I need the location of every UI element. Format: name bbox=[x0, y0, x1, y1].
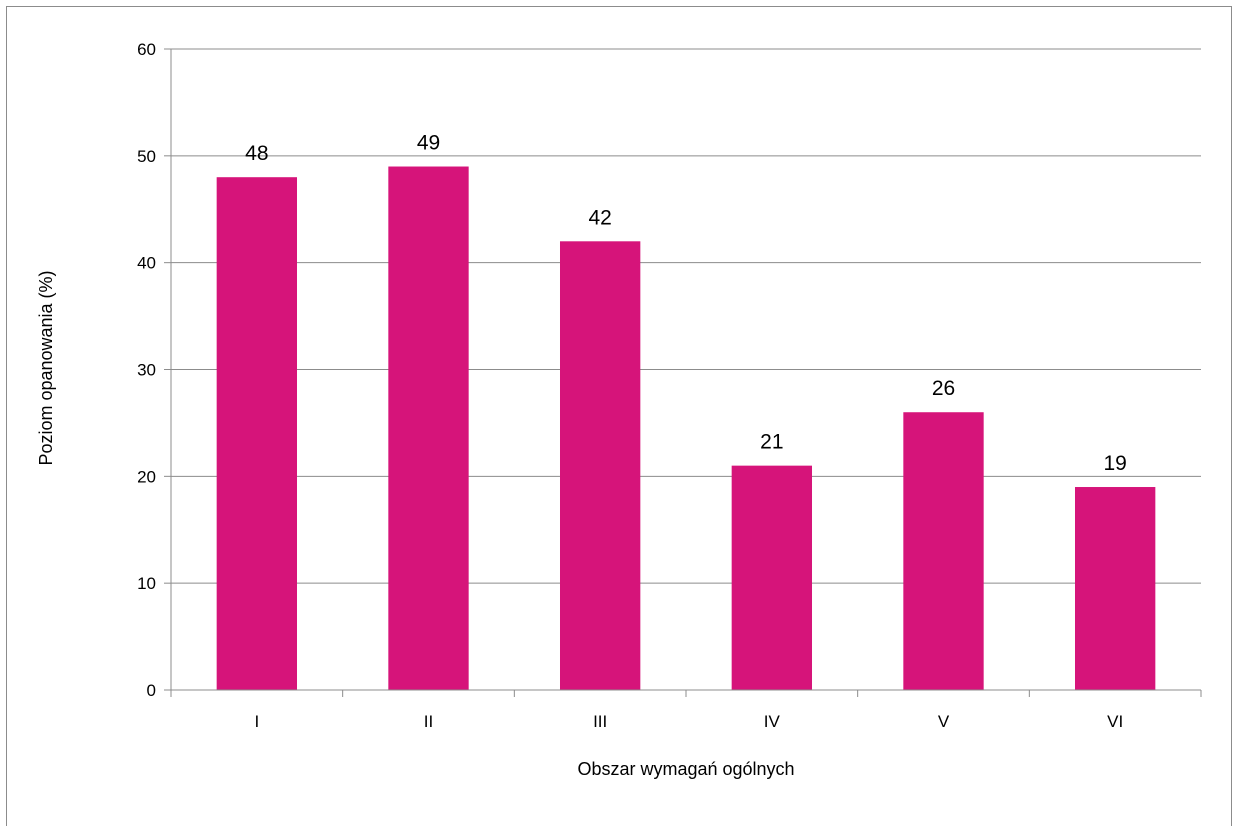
y-tick-label: 20 bbox=[137, 467, 156, 486]
axes bbox=[164, 48, 1202, 697]
data-label: 49 bbox=[417, 132, 440, 155]
data-label: 42 bbox=[588, 206, 611, 229]
bar bbox=[1074, 487, 1156, 690]
x-tick-label: II bbox=[424, 712, 433, 731]
y-tick-label: 30 bbox=[137, 361, 156, 380]
gridlines bbox=[171, 48, 1201, 584]
x-tick-labels: I II III IV V VI bbox=[254, 712, 1123, 731]
bar bbox=[731, 465, 813, 690]
y-tick-label: 40 bbox=[137, 254, 156, 273]
x-tick-label: VI bbox=[1107, 712, 1123, 731]
x-tick-label: V bbox=[938, 712, 950, 731]
y-axis-title: Poziom opanowania (%) bbox=[36, 270, 56, 465]
y-tick-label: 50 bbox=[137, 147, 156, 166]
data-label: 21 bbox=[760, 431, 783, 454]
x-tick-label: I bbox=[254, 712, 259, 731]
data-label: 19 bbox=[1103, 452, 1126, 475]
bars bbox=[216, 166, 1156, 691]
x-axis-title: Obszar wymagań ogólnych bbox=[577, 759, 794, 779]
bar bbox=[903, 412, 984, 690]
y-tick-label: 10 bbox=[137, 574, 156, 593]
y-tick-label: 60 bbox=[137, 40, 156, 59]
bar bbox=[559, 241, 641, 691]
data-label: 26 bbox=[932, 377, 955, 400]
y-tick-label: 0 bbox=[147, 681, 156, 700]
data-label: 48 bbox=[245, 142, 268, 165]
x-tick-label: III bbox=[593, 712, 607, 731]
y-tick-labels: 0 10 20 30 40 50 60 bbox=[137, 40, 156, 700]
data-labels: 48 49 42 21 26 19 bbox=[245, 132, 1127, 476]
x-tick-label: IV bbox=[764, 712, 781, 731]
bar bbox=[388, 166, 469, 690]
bar bbox=[216, 177, 298, 690]
